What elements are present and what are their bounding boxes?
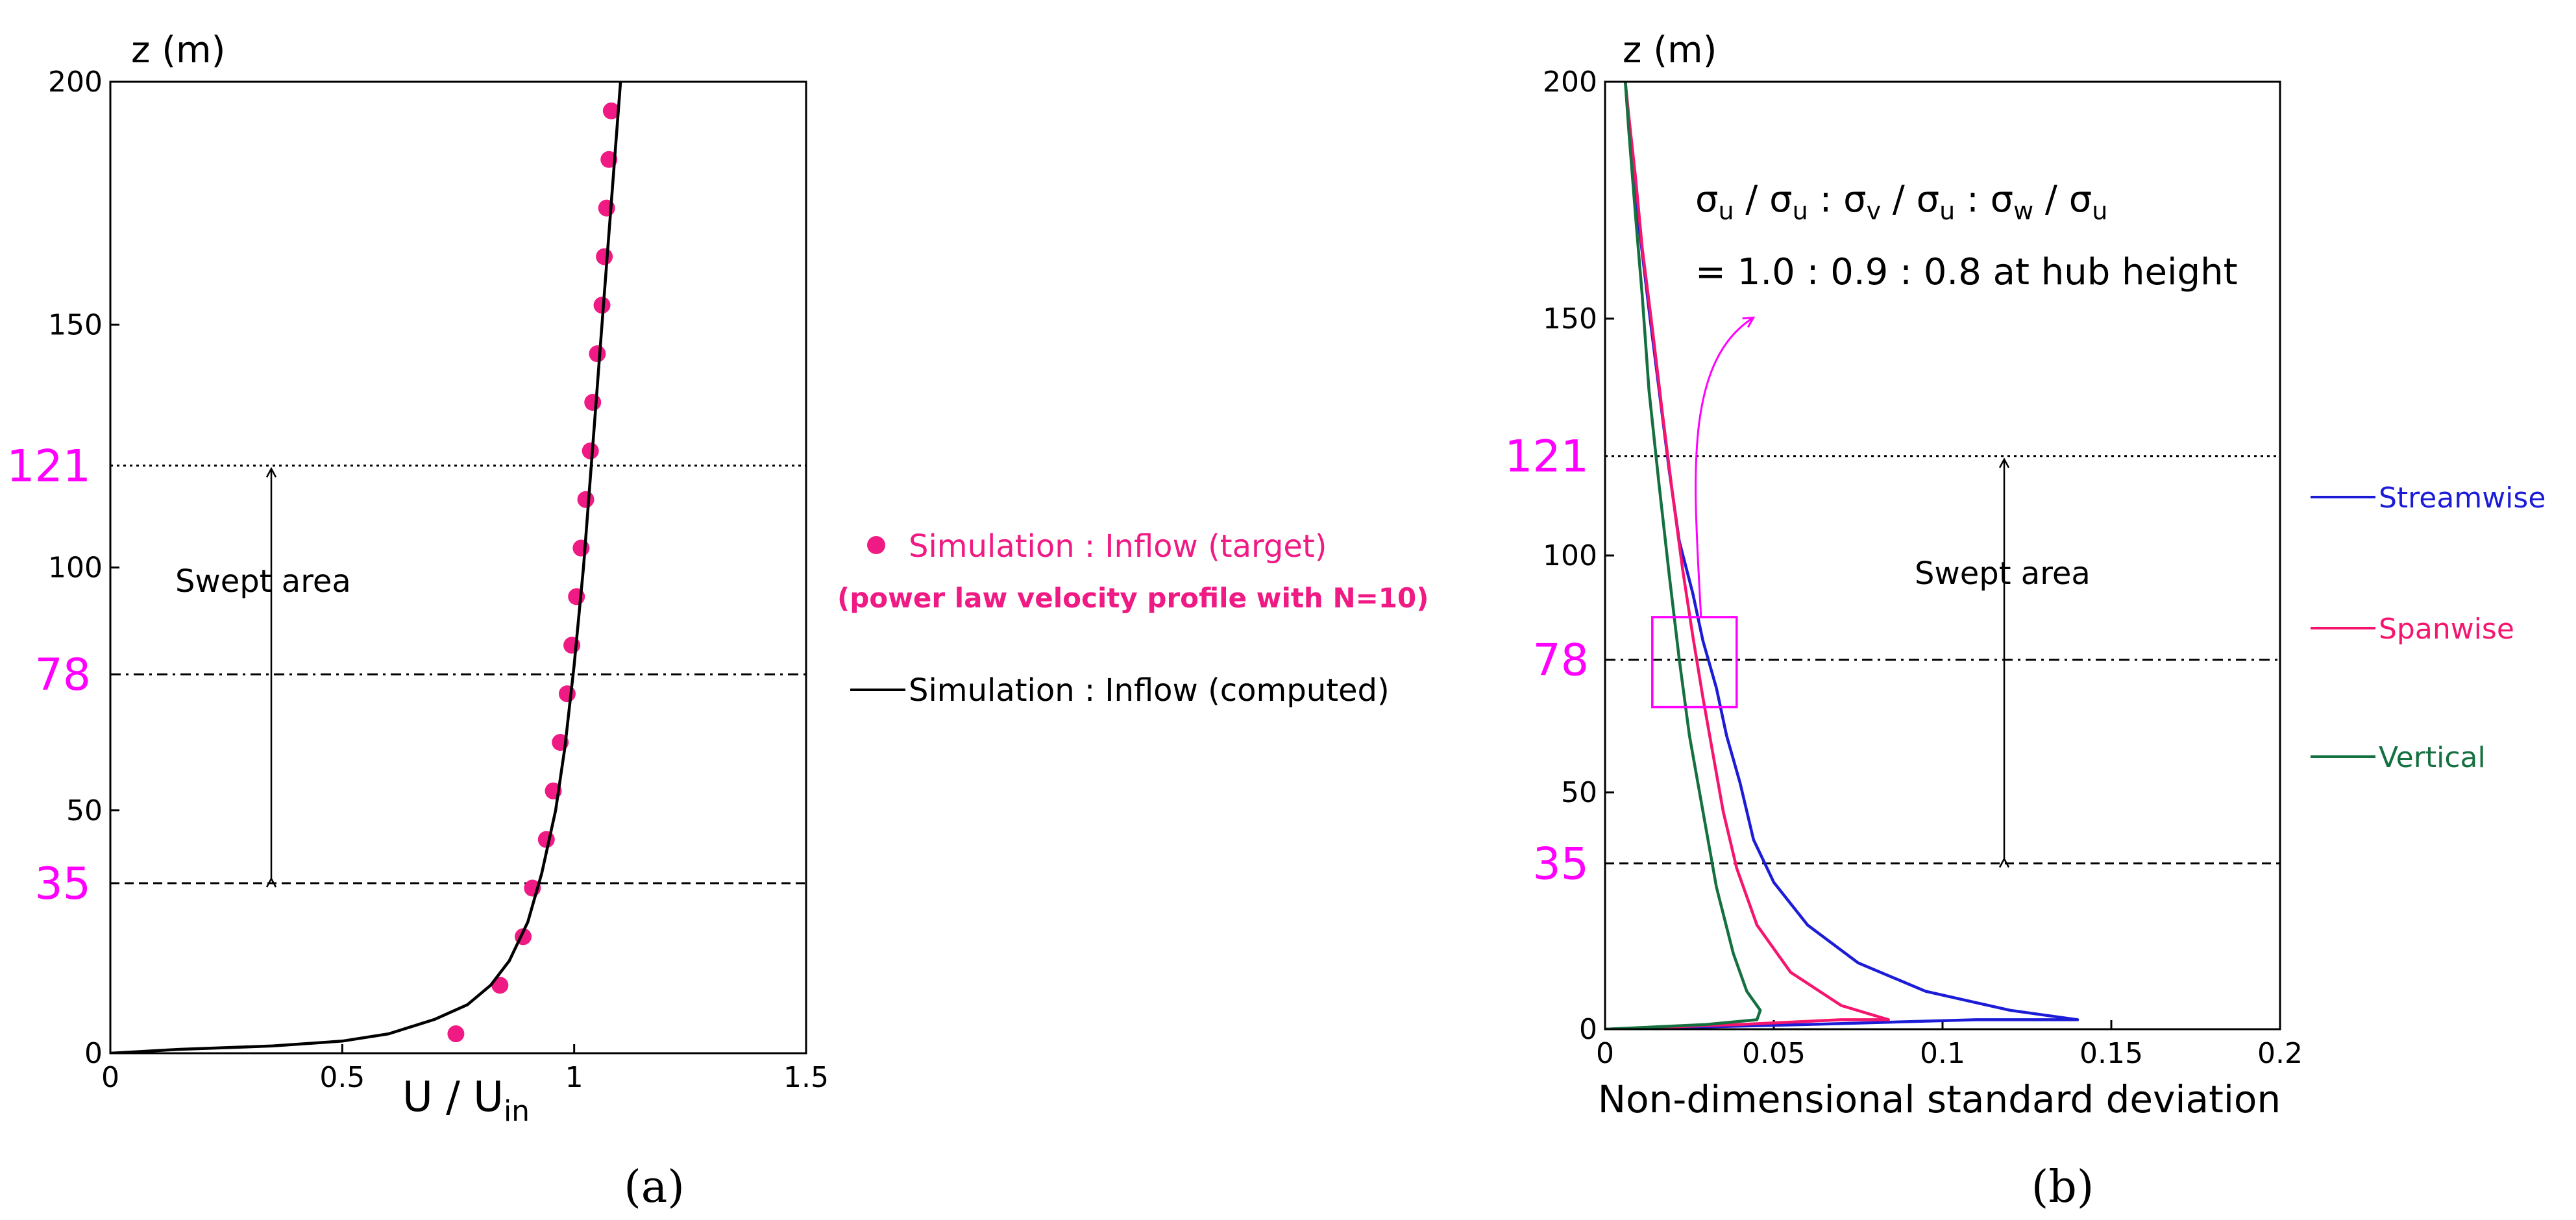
panel-b-plot-marks: 0 0.05 0.1 0.15 0.2 0 50 100 150 200 121 78 35 [1504, 66, 2303, 1070]
panel-a: 0 0.5 1 1.5 0 50 100 150 200 121 78 35 z (m) U / Ui… [6, 5, 829, 1213]
legend-spanwise-label: Spanwise [2379, 613, 2514, 646]
panel-a-y-tick-label: 200 [48, 66, 103, 99]
panel-a-x-tick-label: 0.5 [319, 1061, 365, 1094]
panel-a-legend: Simulation : Inflow (target) (power law … [837, 528, 1429, 709]
panel-b-y-tick-label: 0 [1579, 1013, 1597, 1046]
panel-a-target-point [577, 491, 595, 508]
panel-a-target-point [537, 831, 555, 848]
panel-b: 0 0.05 0.1 0.15 0.2 0 50 100 150 200 121 78 35 z (m)… [1504, 29, 2303, 1213]
panel-a-target-point [589, 345, 606, 363]
panel-b-x-tick-label: 0.05 [1742, 1037, 1806, 1070]
panel-b-y-axis-label: z (m) [1623, 29, 1717, 71]
panel-a-x-tick-label: 1.5 [783, 1061, 829, 1094]
panel-a-x-tick-label: 0 [101, 1061, 119, 1094]
panel-a-height-label-78: 78 [34, 650, 91, 701]
panel-a-swept-area-label: Swept area [175, 563, 351, 600]
panel-b-plot-frame [1604, 80, 2281, 1031]
panel-a-y-axis-label: z (m) [131, 29, 225, 71]
panel-b-hub-annotation-arrow [1695, 316, 1756, 617]
panel-a-target-point [491, 977, 509, 994]
panel-a-target-point [558, 685, 576, 703]
legend-target-note: (power law velocity profile with N=10) [837, 582, 1429, 614]
legend-streamwise-label: Streamwise [2379, 482, 2545, 515]
legend-computed-label: Simulation : Inflow (computed) [909, 672, 1390, 709]
panel-b-series-line-spanwise [1605, 82, 1891, 1029]
panel-a-target-point [607, 5, 624, 22]
panel-b-height-label-35: 35 [1532, 839, 1589, 890]
panel-b-annotation-ratio: σu / σu : σv / σu : σw / σu [1695, 178, 2107, 225]
panel-b-x-tick-label: 0.2 [2257, 1037, 2303, 1070]
panel-b-y-tick-label: 200 [1543, 66, 1597, 99]
panel-b-hub-height-box [1651, 616, 1738, 709]
panel-a-x-axis-label: U / Uin [402, 1073, 530, 1128]
panel-a-series-line-simulation-inflow-computed [110, 82, 622, 1053]
legend-target-marker [867, 536, 885, 554]
panel-b-height-label-78: 78 [1532, 635, 1589, 687]
panel-a-caption: (a) [624, 1162, 685, 1213]
panel-a-y-tick-label: 150 [48, 308, 103, 341]
panel-b-annotation-hub: = 1.0 : 0.9 : 0.8 at hub height [1695, 251, 2238, 293]
panel-a-target-point [602, 102, 620, 119]
panel-a-height-label-121: 121 [6, 441, 91, 492]
panel-b-series-line-vertical [1605, 82, 1762, 1029]
panel-a-y-tick-label: 100 [48, 552, 103, 585]
panel-b-x-tick-label: 0 [1596, 1037, 1614, 1070]
panel-b-x-axis-label: Non-dimensional standard deviation [1598, 1077, 2281, 1121]
panel-b-height-label-121: 121 [1504, 432, 1589, 483]
panel-b-swept-area-label: Swept area [1915, 555, 2091, 592]
panel-a-y-tick-label: 0 [84, 1037, 103, 1070]
panel-b-series-group [1605, 82, 2079, 1029]
panel-a-target-point [447, 1025, 465, 1043]
panel-a-target-point [582, 442, 599, 459]
panel-b-caption: (b) [2031, 1162, 2094, 1213]
legend-vertical-label: Vertical [2379, 741, 2486, 774]
panel-a-target-point [584, 394, 602, 411]
panel-b-legend: Streamwise Spanwise Vertical [2311, 482, 2545, 774]
panel-a-height-label-35: 35 [34, 859, 91, 910]
panel-a-target-point [605, 54, 622, 71]
panel-b-y-tick-label: 100 [1543, 539, 1597, 572]
panel-a-target-point [572, 539, 590, 557]
panel-a-target-point [596, 248, 613, 265]
panel-a-plot-marks: 0 0.5 1 1.5 0 50 100 150 200 121 78 35 [6, 5, 829, 1094]
panel-a-x-tick-label: 1 [565, 1061, 583, 1094]
panel-a-series-group [110, 5, 624, 1053]
panel-b-x-tick-label: 0.15 [2079, 1037, 2143, 1070]
panel-a-plot-frame [109, 80, 807, 1055]
panel-b-y-tick-label: 50 [1561, 776, 1597, 809]
panel-a-y-tick-label: 50 [66, 794, 103, 827]
panel-b-y-tick-label: 150 [1543, 302, 1597, 336]
panel-b-x-tick-label: 0.1 [1920, 1037, 1965, 1070]
legend-target-label: Simulation : Inflow (target) [909, 528, 1327, 565]
